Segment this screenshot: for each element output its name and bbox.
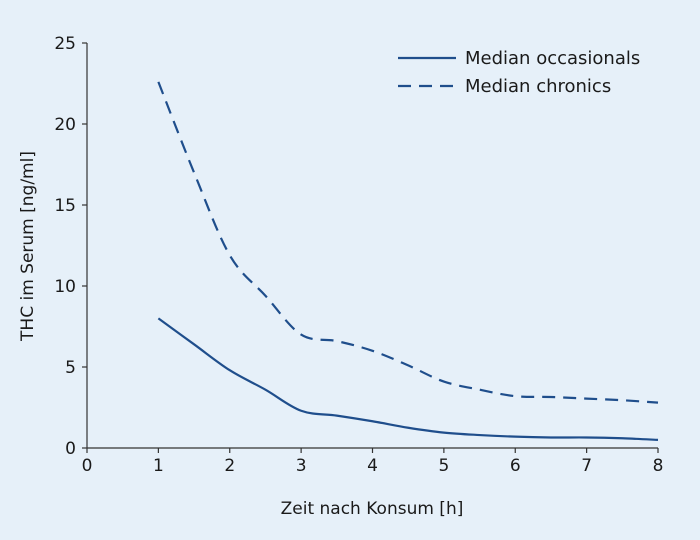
legend: Median occasionals Median chronics [398,48,640,97]
y-axis-label: THC im Serum [ng/ml] [18,151,38,342]
x-tick-label: 2 [224,456,235,476]
series-line-chronics [157,81,659,404]
legend-label: Median occasionals [465,48,640,69]
x-axis-label: Zeit nach Konsum [h] [281,499,464,519]
x-tick-label: 0 [82,456,93,476]
axes: 0 1 2 3 4 5 6 7 8 0 5 10 15 20 25 [54,34,663,476]
series-lines [157,81,659,441]
y-tick-label: 15 [54,196,76,216]
y-tick-label: 5 [65,358,76,378]
y-tick-label: 0 [65,439,76,459]
y-tick-label: 10 [54,277,76,297]
legend-label: Median chronics [465,76,611,97]
x-tick-label: 1 [153,456,164,476]
series-line-occasionals [157,317,659,441]
y-tick-label: 25 [54,34,76,54]
x-tick-label: 7 [581,456,592,476]
x-tick-label: 8 [653,456,664,476]
x-tick-label: 3 [296,456,307,476]
x-tick-label: 6 [510,456,521,476]
x-tick-label: 4 [367,456,378,476]
y-tick-label: 20 [54,115,76,135]
x-tick-label: 5 [438,456,449,476]
